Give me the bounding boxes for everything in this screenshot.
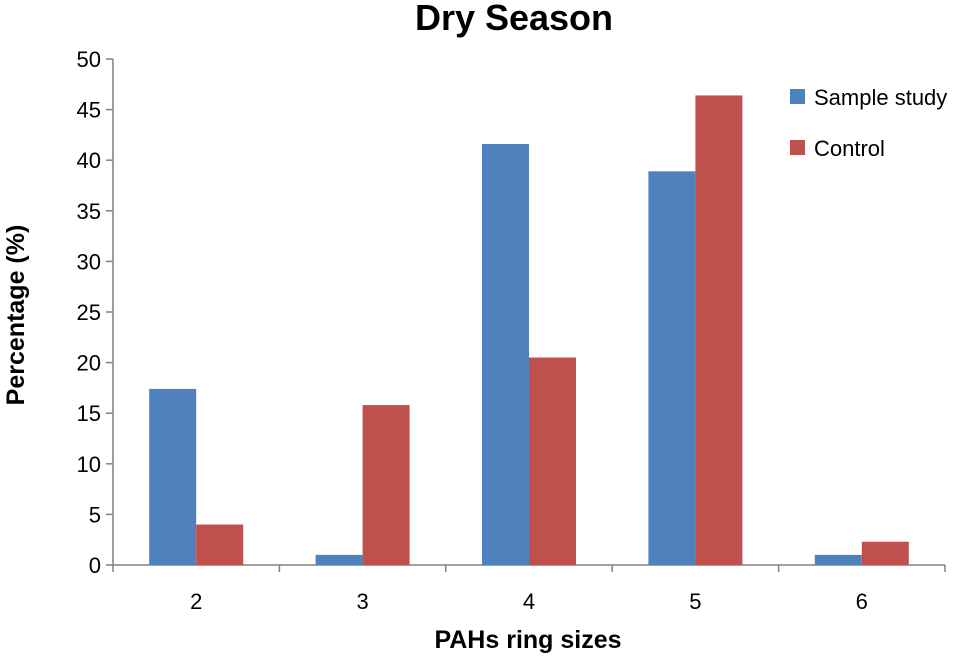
- y-tick-label: 0: [89, 553, 101, 578]
- y-tick-label: 35: [77, 199, 101, 224]
- chart-title: Dry Season: [415, 0, 613, 38]
- y-tick-label: 25: [77, 300, 101, 325]
- legend-swatch: [790, 89, 805, 104]
- legend-swatch: [790, 140, 805, 155]
- x-axis-title: PAHs ring sizes: [434, 626, 621, 654]
- bar-control-5: [695, 95, 743, 565]
- y-tick-label: 40: [77, 148, 101, 173]
- x-tick-label: 4: [523, 589, 535, 614]
- bar-sample-study-3: [315, 554, 363, 565]
- legend: Sample study Control: [790, 85, 947, 161]
- y-tick-label: 5: [89, 502, 101, 527]
- y-tick-label: 30: [77, 249, 101, 274]
- y-tick-label: 15: [77, 401, 101, 426]
- legend-label: Control: [814, 136, 885, 161]
- bar-control-4: [529, 357, 576, 565]
- y-tick-label: 20: [77, 351, 101, 376]
- x-tick-label: 6: [856, 589, 868, 614]
- bar-sample-study-6: [814, 554, 862, 565]
- bar-sample-study-5: [648, 171, 696, 565]
- x-tick-label: 3: [356, 589, 368, 614]
- bar-control-6: [861, 541, 909, 565]
- bar-sample-study-2: [149, 388, 197, 565]
- bar-sample-study-4: [482, 144, 529, 565]
- y-tick-label: 50: [77, 47, 101, 72]
- y-tick-label: 45: [77, 98, 101, 123]
- y-axis-title: Percentage (%): [2, 225, 30, 406]
- x-tick-label: 5: [689, 589, 701, 614]
- x-tick-label: 2: [190, 589, 202, 614]
- bar-control-2: [196, 524, 244, 565]
- y-tick-label: 10: [77, 452, 101, 477]
- bar-control-3: [362, 405, 410, 565]
- legend-label: Sample study: [814, 85, 947, 110]
